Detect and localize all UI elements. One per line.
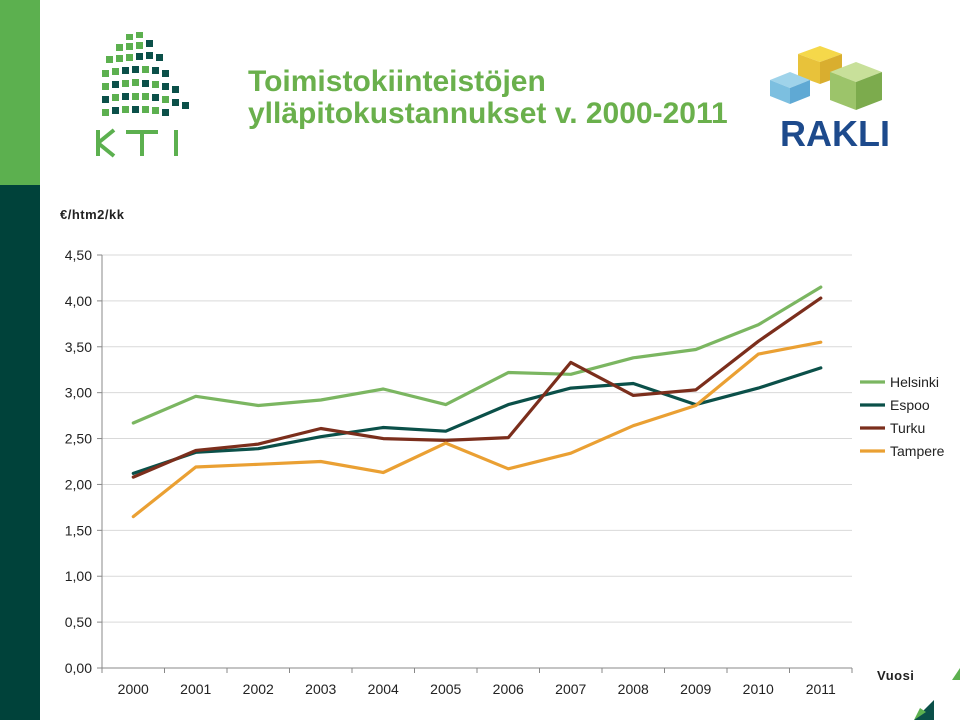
- x-tick-label: 2003: [305, 681, 336, 697]
- accent-bar-top: [0, 0, 40, 185]
- series-line-espoo: [131, 366, 823, 475]
- x-tick-label: 2000: [118, 681, 149, 697]
- y-tick-label: 1,00: [65, 568, 92, 584]
- legend-label: Tampere: [890, 443, 945, 459]
- corner-arrow-icon: [952, 668, 960, 680]
- x-tick-label: 2005: [430, 681, 461, 697]
- x-tick-label: 2008: [618, 681, 649, 697]
- kti-logo-letters: [96, 128, 178, 158]
- y-tick-label: 2,50: [65, 431, 92, 447]
- kti-logo: [96, 32, 189, 158]
- x-tick-label: 2007: [555, 681, 586, 697]
- y-tick-label: 2,00: [65, 476, 92, 492]
- series-line-turku: [131, 296, 823, 479]
- series-line-tampere: [131, 340, 823, 519]
- title-line-2: ylläpitokustannukset v. 2000-2011: [248, 97, 728, 130]
- y-tick-label: 0,00: [65, 660, 92, 676]
- rakli-logo-cubes: [770, 46, 882, 110]
- page-title: Toimistokiinteistöjen ylläpitokustannuks…: [248, 66, 768, 130]
- x-tick-label: 2009: [680, 681, 711, 697]
- y-tick-label: 1,50: [65, 522, 92, 538]
- y-tick-label: 0,50: [65, 614, 92, 630]
- x-axis-title: Vuosi: [877, 668, 914, 683]
- rakli-logo-text: RAKLI: [780, 113, 890, 152]
- y-tick-label: 4,50: [65, 247, 92, 263]
- y-tick-label: 3,00: [65, 385, 92, 401]
- y-axis-unit-label: €/htm2/kk: [60, 207, 125, 222]
- title-line-1: Toimistokiinteistöjen: [248, 65, 546, 98]
- legend-label: Espoo: [890, 397, 930, 413]
- kti-logo-building: [102, 32, 189, 116]
- x-tick-label: 2004: [368, 681, 399, 697]
- x-tick-label: 2006: [493, 681, 524, 697]
- x-tick-label: 2010: [743, 681, 774, 697]
- legend-label: Helsinki: [890, 374, 939, 390]
- corner-decoration: [914, 700, 934, 720]
- series-line-helsinki: [131, 285, 823, 425]
- rakli-logo: RAKLI: [770, 46, 890, 152]
- legend-label: Turku: [890, 420, 925, 436]
- y-tick-label: 3,50: [65, 339, 92, 355]
- accent-bar-bottom: [0, 185, 40, 720]
- y-tick-label: 4,00: [65, 293, 92, 309]
- x-tick-label: 2002: [243, 681, 274, 697]
- x-tick-label: 2011: [806, 681, 836, 697]
- x-tick-label: 2001: [180, 681, 211, 697]
